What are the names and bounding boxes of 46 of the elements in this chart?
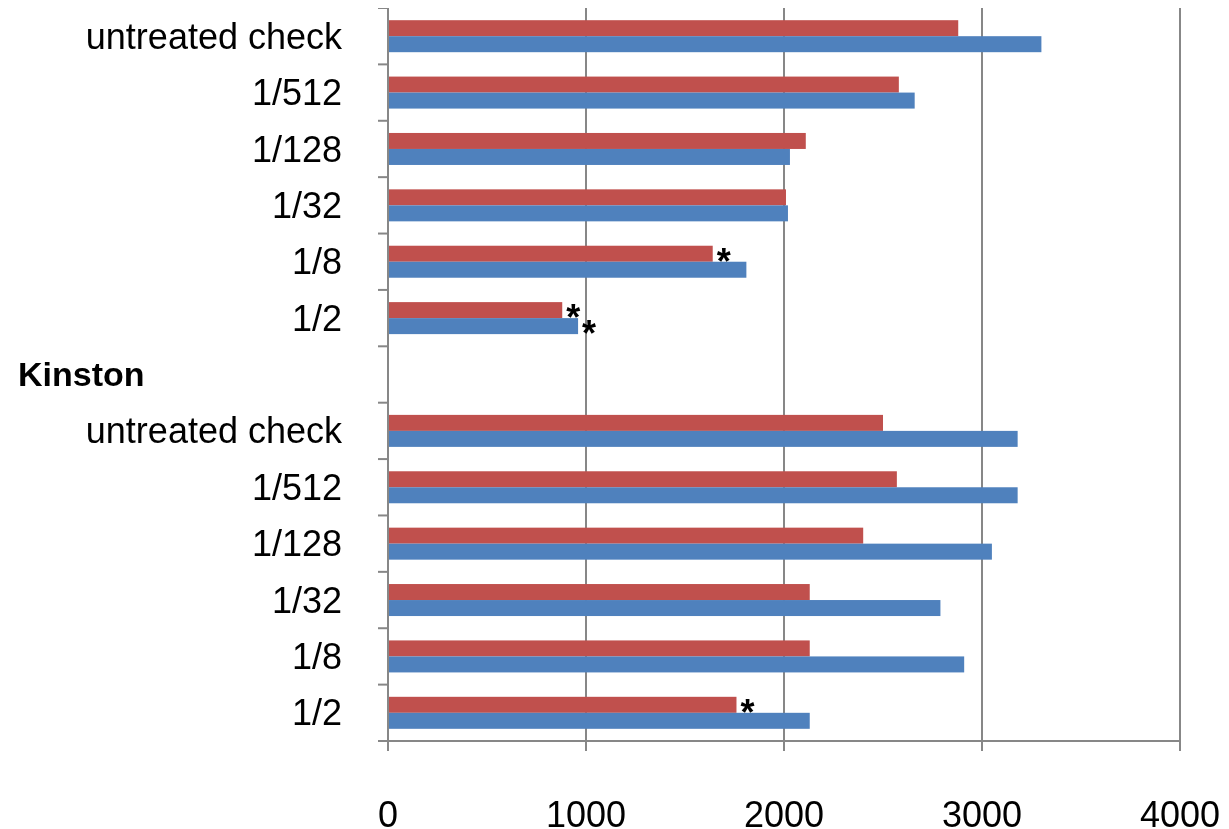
bar [388,696,737,713]
bar [388,302,563,319]
x-tick-label: 0 [377,794,399,829]
y-tick-label: 1/512 [251,466,342,508]
y-tick-label: 1/32 [271,184,342,226]
bar [388,148,790,165]
annotation: * [566,296,581,338]
bar [388,656,965,673]
y-tick-label: 1/128 [251,128,342,170]
text: Kinston [18,355,145,394]
bar [388,261,747,278]
bar [388,543,992,560]
bar [388,471,897,488]
x-tick-label: 2000 [743,794,825,829]
y-tick-label: 1/2 [291,297,342,339]
bar [388,92,915,109]
y-tick-label: 1/8 [291,241,342,283]
y-tick-label: 1/2 [291,692,342,734]
y-tick-label: 1/32 [271,579,342,621]
bar [388,20,959,37]
y-tick-label: 1/8 [291,636,342,678]
bar [388,712,810,729]
bar [388,487,1018,504]
bar [388,640,810,657]
bar [388,189,786,206]
x-tick-label: 3000 [941,794,1023,829]
bar [388,76,899,93]
y-tick-label: untreated check [85,15,343,57]
x-tick-label: 4000 [1139,794,1221,829]
x-tick-label: 1000 [545,794,627,829]
bar [388,414,883,431]
bar [388,600,941,617]
bar [388,318,579,335]
y-tick-label: untreated check [85,410,343,452]
bar [388,430,1018,447]
y-tick-label: 1/512 [251,72,342,114]
y-tick-label: 1/128 [251,523,342,565]
bar [388,584,810,601]
bar [388,205,788,222]
bar [388,527,864,544]
bar [388,132,806,149]
bar [388,36,1042,53]
bar [388,245,713,262]
annotation: * [740,691,755,733]
annotation: * [716,240,731,282]
annotation: * [582,312,597,354]
